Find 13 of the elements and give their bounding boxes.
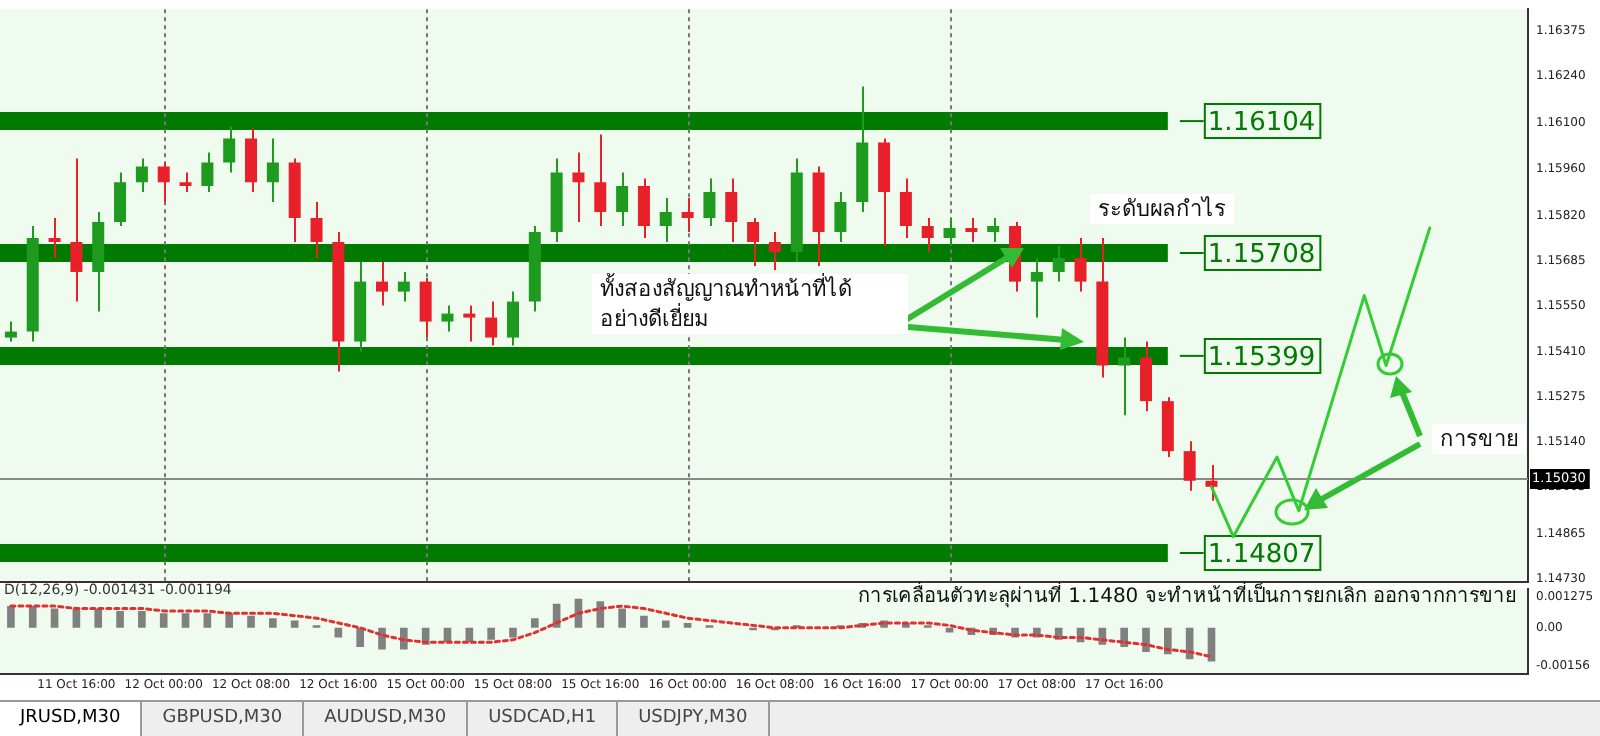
ref-line-label: 1.14807 bbox=[1207, 539, 1316, 570]
text: GBPUSD,M30 bbox=[142, 702, 305, 736]
ref-line-label: 1.16104 bbox=[1207, 107, 1316, 138]
annotation: การเคลื่อนตัวทะลุผ่านที่ 1.1480 จะทำหน้าที่เป็นการยกเลิก ออกจากการขาย bbox=[856, 584, 1520, 612]
annotation: การขาย bbox=[1432, 424, 1526, 454]
annotation: ระดับผลกำไร bbox=[1090, 194, 1234, 224]
text: JRUSD,M30 bbox=[0, 702, 143, 736]
text: USDJPY,M30 bbox=[618, 702, 770, 736]
ref-line-label: 1.15708 bbox=[1207, 239, 1316, 270]
annotation: ทั้งสองสัญญาณทำหน้าที่ได้ อย่างดีเยี่ยม bbox=[592, 274, 908, 334]
text: AUDUSD,M30 bbox=[304, 702, 469, 736]
ref-line-label: 1.15399 bbox=[1207, 342, 1316, 373]
text: USDCAD,H1 bbox=[468, 702, 619, 736]
